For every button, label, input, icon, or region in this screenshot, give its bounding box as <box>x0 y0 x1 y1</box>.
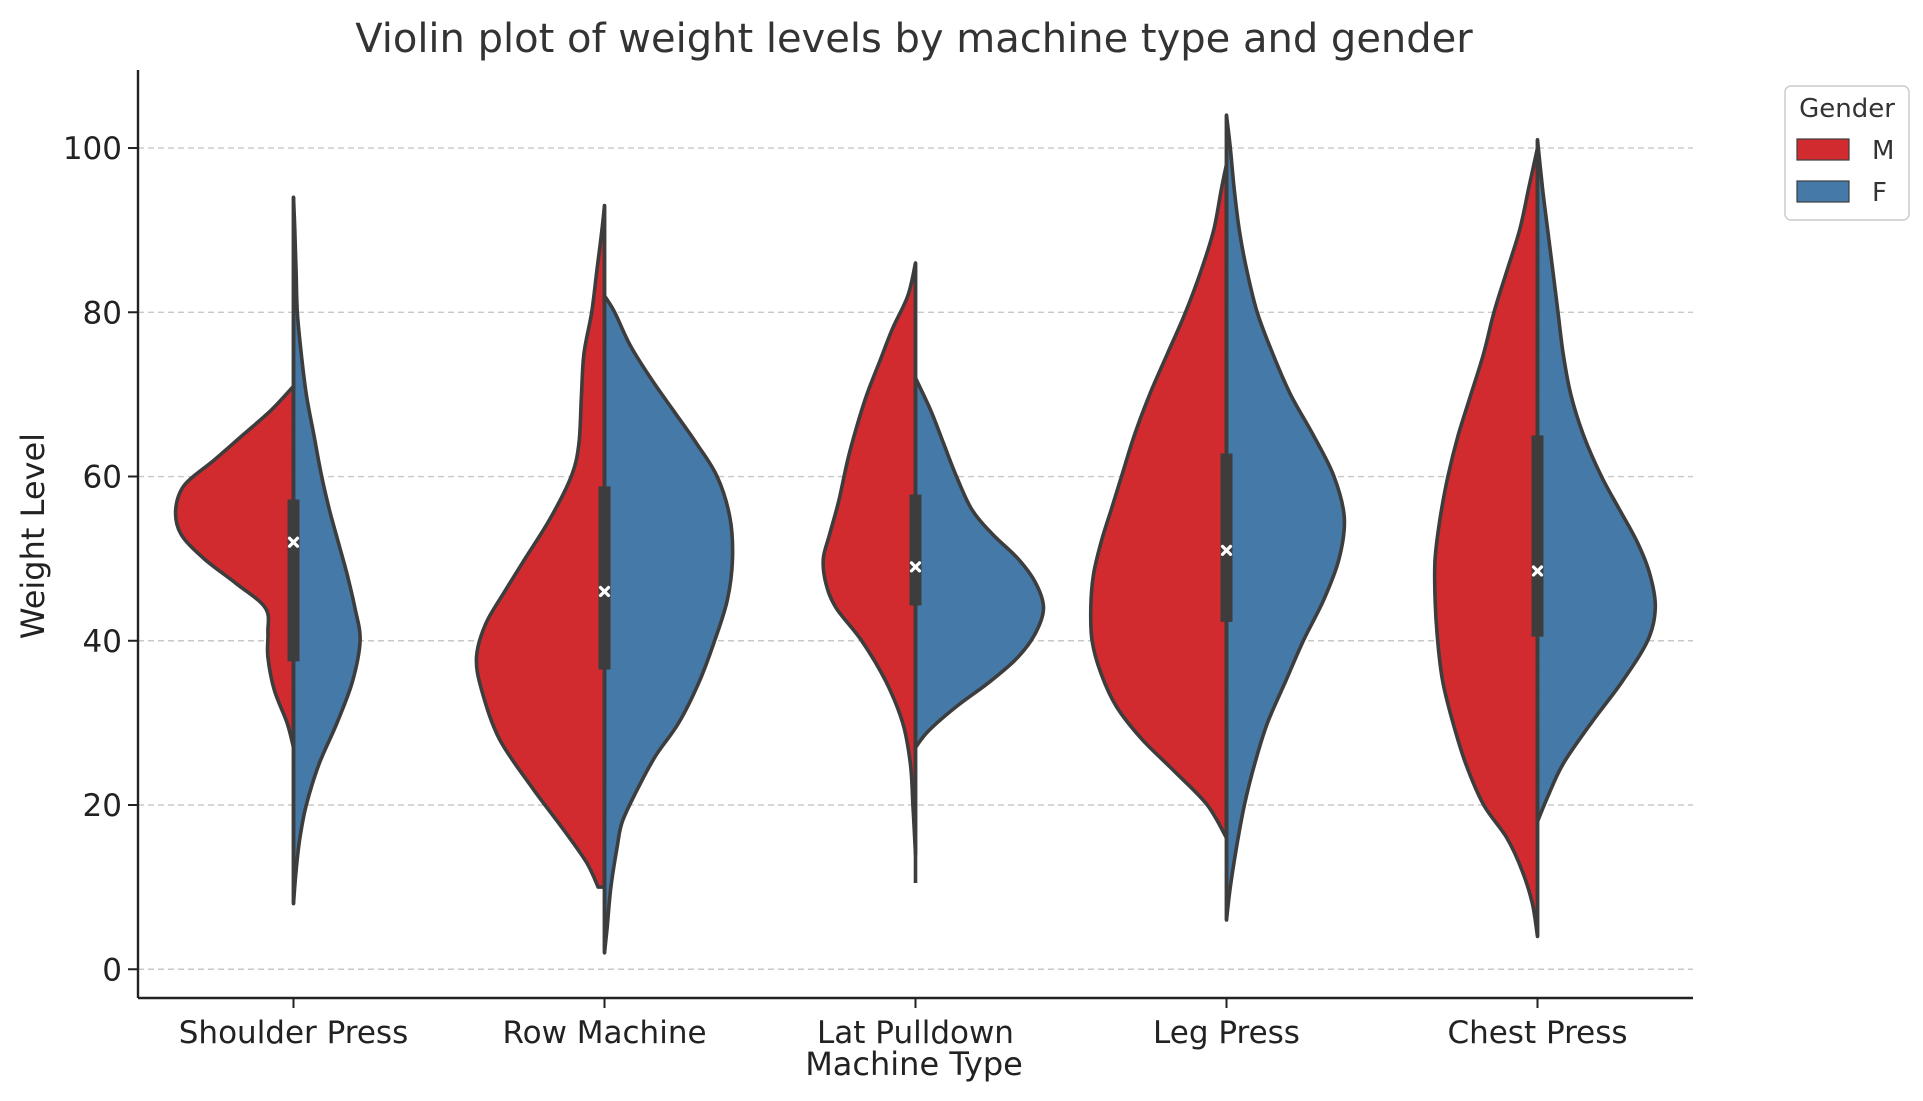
x-tick-label-chest-press: Chest Press <box>1447 1015 1627 1051</box>
y-tick-label-100: 100 <box>63 131 122 167</box>
legend-title: Gender <box>1799 94 1895 124</box>
x-ticks: Shoulder Press Row Machine Lat Pulldown Leg… <box>179 998 1628 1051</box>
iqr-box-shoulder-press <box>287 499 300 662</box>
x-tick-label-leg-press: Leg Press <box>1153 1015 1300 1051</box>
violin-chest-press-f <box>1535 138 1658 824</box>
y-tick-label-80: 80 <box>83 295 122 331</box>
violin-shoulder-press-f <box>291 195 362 906</box>
violin-leg-press-f <box>1224 113 1347 922</box>
median-marker-leg-press <box>1220 544 1233 557</box>
violin-row-machine-m <box>474 203 607 889</box>
iqr-box-lat-pulldown <box>909 494 922 606</box>
violin-shoulder-press-m <box>173 384 296 750</box>
y-ticks: 0 20 40 60 80 100 <box>63 131 138 988</box>
violin-lat-pulldown-f <box>913 376 1046 750</box>
legend-label-m: M <box>1872 136 1894 166</box>
x-tick-label-row-machine: Row Machine <box>502 1015 706 1051</box>
violins <box>173 113 1658 955</box>
median-marker-row-machine <box>598 585 611 598</box>
y-tick-label-0: 0 <box>102 952 122 988</box>
x-axis-label: Machine Type <box>805 1045 1023 1083</box>
x-tick-label-lat-pulldown: Lat Pulldown <box>817 1015 1014 1051</box>
y-tick-label-60: 60 <box>83 460 122 496</box>
violin-lat-pulldown-m <box>821 261 918 857</box>
iqr-box-chest-press <box>1531 435 1544 637</box>
grid-lines <box>138 147 1693 970</box>
y-axis-label: Weight Level <box>14 433 52 639</box>
median-marker-shoulder-press <box>287 536 300 548</box>
iqr-box-leg-press <box>1220 453 1233 622</box>
legend-label-f: F <box>1872 178 1887 208</box>
y-tick-label-40: 40 <box>83 624 122 660</box>
legend-swatch-m <box>1796 138 1850 161</box>
legend-swatch-f <box>1796 180 1850 203</box>
y-tick-label-20: 20 <box>83 788 122 824</box>
violin-leg-press-m <box>1088 162 1229 840</box>
median-marker-chest-press <box>1531 565 1544 577</box>
chart-title: Violin plot of weight levels by machine … <box>355 16 1473 62</box>
box-overlays <box>287 115 1544 953</box>
legend: Gender M F <box>1784 85 1910 221</box>
violin-row-machine-f <box>602 294 735 955</box>
median-marker-lat-pulldown <box>909 561 922 573</box>
violin-chest-press-m <box>1432 146 1540 939</box>
x-tick-label-shoulder-press: Shoulder Press <box>179 1015 409 1051</box>
iqr-box-row-machine <box>598 486 611 670</box>
